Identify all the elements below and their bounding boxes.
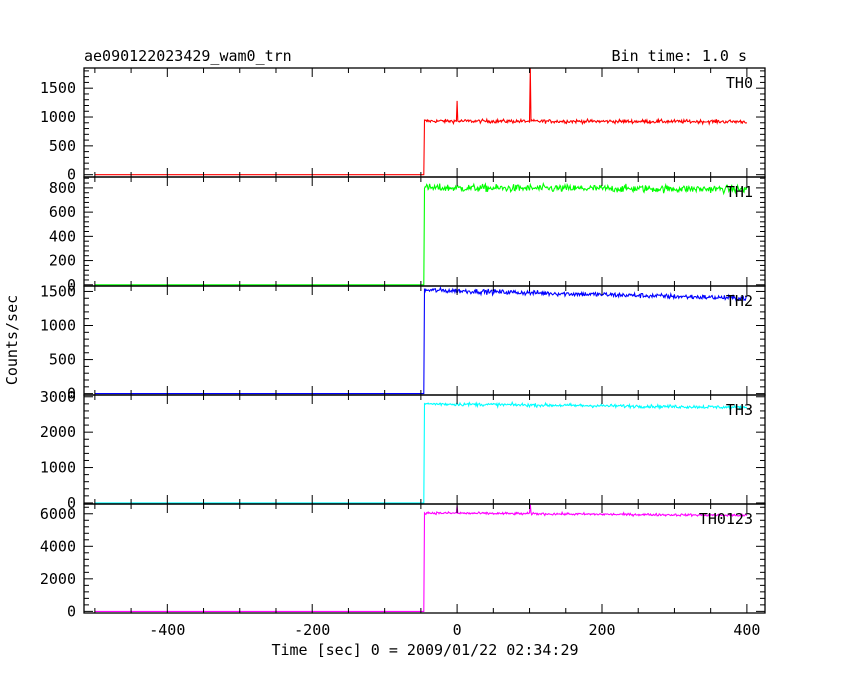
panel-label-th0: TH0 (726, 74, 753, 92)
bin-time-label: Bin time: 1.0 s (612, 47, 747, 65)
series-line-th0123 (94, 503, 748, 612)
y-tick-label: 0 (67, 276, 76, 294)
panels-group: 0 500 1000 1500 TH0 0 200 400 600 800 TH1 0 500 1000 1… (40, 67, 766, 639)
x-tick-label: 200 (588, 621, 615, 639)
x-tick-label: 0 (453, 621, 462, 639)
x-tick-label: 400 (733, 621, 760, 639)
x-axis-label: Time [sec] 0 = 2009/01/22 02:34:29 (271, 641, 578, 659)
panel-label-th2: TH2 (726, 292, 753, 310)
y-tick-label: 1500 (40, 282, 76, 300)
y-tick-label: 1500 (40, 79, 76, 97)
series-line-th3 (94, 400, 748, 504)
panel-th2: 0 500 1000 1500 TH2 (40, 282, 766, 403)
y-tick-label: 0 (67, 385, 76, 403)
series-line-th2 (94, 285, 748, 395)
chart-title: ae090122023429_wam0_trn (84, 47, 292, 65)
y-tick-label: 500 (49, 137, 76, 155)
y-tick-label: 200 (49, 252, 76, 270)
panel-label-th1: TH1 (726, 183, 753, 201)
panel-th1: 0 200 400 600 800 TH1 (49, 176, 766, 294)
y-tick-label: 2000 (40, 423, 76, 441)
y-tick-label: 1000 (40, 108, 76, 126)
y-tick-label: 2000 (40, 570, 76, 588)
series-line-th0 (94, 67, 748, 176)
y-tick-label: 500 (49, 351, 76, 369)
y-tick-label: 0 (67, 602, 76, 620)
y-tick-label: 800 (49, 179, 76, 197)
panel-label-th3: TH3 (726, 401, 753, 419)
y-tick-label: 400 (49, 227, 76, 245)
x-tick-label: -200 (294, 621, 330, 639)
panel-th3: 0 1000 2000 3000 TH3 (40, 388, 766, 512)
panel-th0: 0 500 1000 1500 TH0 (40, 67, 766, 184)
y-tick-label: 0 (67, 494, 76, 512)
y-tick-label: 1000 (40, 459, 76, 477)
y-tick-label: 600 (49, 203, 76, 221)
y-tick-label: 0 (67, 166, 76, 184)
panel-label-th0123: TH0123 (699, 510, 753, 528)
panel-th0123: 0 2000 4000 6000 TH0123 (40, 503, 766, 620)
y-tick-label: 1000 (40, 317, 76, 335)
y-axis-label: Counts/sec (3, 295, 21, 385)
panel-frame (83, 503, 766, 614)
y-tick-label: 6000 (40, 505, 76, 523)
x-tick-label: -400 (149, 621, 185, 639)
y-tick-label: 4000 (40, 537, 76, 555)
y-tick-label: 3000 (40, 388, 76, 406)
series-line-th1 (94, 181, 748, 286)
